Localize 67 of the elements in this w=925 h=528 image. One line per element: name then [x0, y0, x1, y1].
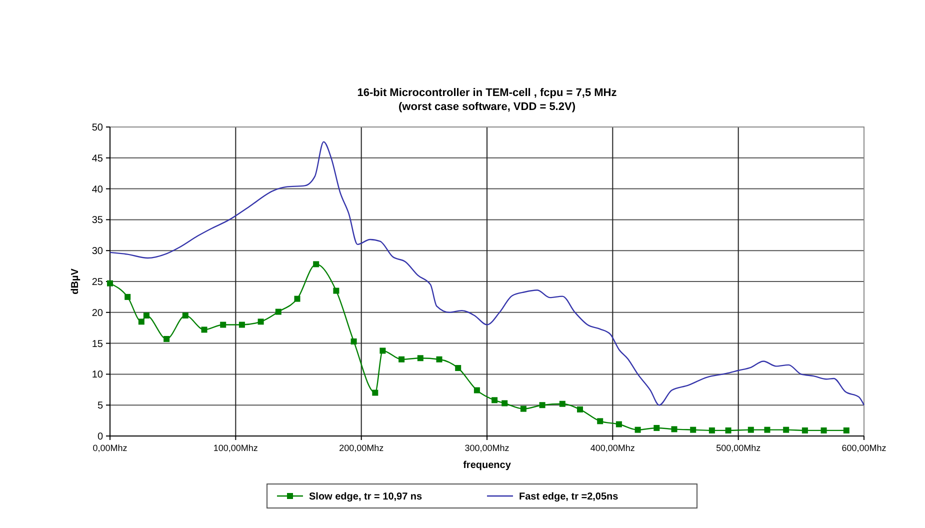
point — [417, 355, 424, 362]
point — [492, 397, 498, 404]
point — [783, 426, 790, 433]
y-tick-label: 5 — [97, 400, 104, 412]
point — [398, 356, 405, 362]
point — [597, 418, 604, 424]
x-tick-label: 100,00Mhz — [213, 443, 258, 453]
x-tick-label: 200,00Mhz — [339, 443, 384, 453]
point — [138, 318, 144, 325]
point — [708, 427, 715, 434]
point — [820, 427, 827, 434]
x-axis-title: frequency — [463, 460, 512, 471]
point — [502, 400, 508, 406]
point — [539, 402, 546, 408]
point — [372, 390, 378, 396]
point — [238, 322, 245, 328]
x-tick-label: 300,00Mhz — [464, 443, 510, 453]
point — [107, 280, 113, 286]
point — [275, 308, 282, 315]
point — [474, 387, 480, 394]
y-tick-label: 30 — [92, 246, 104, 258]
point — [671, 426, 678, 432]
y-tick-label: 0 — [97, 432, 104, 442]
point — [616, 421, 622, 428]
point — [294, 296, 300, 302]
y-axis-title: dBµV — [70, 268, 81, 294]
y-tick-label: 50 — [92, 122, 104, 134]
line-series — [109, 141, 865, 406]
point — [843, 427, 850, 434]
point — [258, 318, 264, 325]
chart-title: 16-bit Microcontroller in TEM-cell , fcpu = 7,5 MHz — [357, 87, 618, 99]
y-tick-label: 25 — [92, 277, 104, 288]
x-tick-label: 0,00Mhz — [92, 443, 128, 453]
point — [143, 312, 150, 318]
x-tick-label: 500,00Mhz — [716, 443, 762, 453]
y-tick-label: 45 — [92, 153, 104, 164]
point — [725, 427, 732, 434]
legend-label: Slow edge, tr = 10,97 ns — [309, 492, 423, 502]
point — [182, 312, 188, 318]
point — [748, 426, 754, 433]
point — [576, 406, 583, 412]
point — [455, 365, 462, 372]
point — [124, 294, 131, 300]
y-tick-label: 15 — [92, 338, 104, 350]
point — [764, 426, 770, 433]
point — [436, 356, 442, 362]
x-tick-label: 400,00Mhz — [590, 443, 636, 453]
y-tick-label: 10 — [92, 370, 104, 381]
point — [690, 426, 696, 433]
point — [350, 338, 357, 344]
point — [802, 427, 808, 434]
point — [313, 261, 320, 268]
point — [634, 426, 641, 433]
legend-label: Fast edge, tr =2,05ns — [519, 492, 619, 502]
point — [380, 348, 386, 354]
point — [520, 406, 526, 412]
y-tick-label: 35 — [92, 215, 104, 226]
point — [654, 424, 660, 431]
point — [220, 322, 226, 328]
y-tick-label: 40 — [92, 184, 104, 196]
point — [164, 336, 170, 342]
x-tick-label: 600,00Mhz — [842, 443, 887, 453]
y-tick-label: 20 — [92, 308, 104, 319]
chart-subtitle: (worst case software, VDD = 5.2V) — [398, 101, 576, 113]
point — [559, 400, 566, 407]
point — [201, 326, 208, 333]
point — [333, 288, 340, 294]
